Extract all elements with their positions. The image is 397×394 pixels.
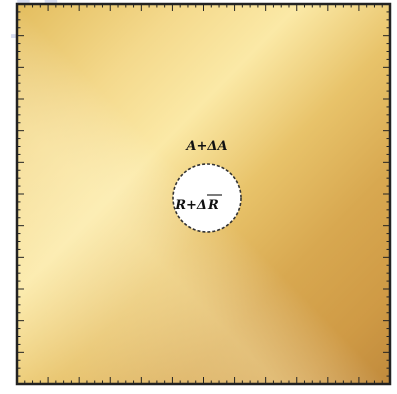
- frame-ticks: [17, 4, 390, 384]
- outer-label: A+ΔA: [184, 139, 227, 154]
- inner-label-over: R: [207, 198, 219, 213]
- inner-label-main: R+Δ: [174, 198, 207, 213]
- inclusion-hole: [172, 163, 242, 233]
- inner-label-group: R+Δ R: [174, 194, 222, 213]
